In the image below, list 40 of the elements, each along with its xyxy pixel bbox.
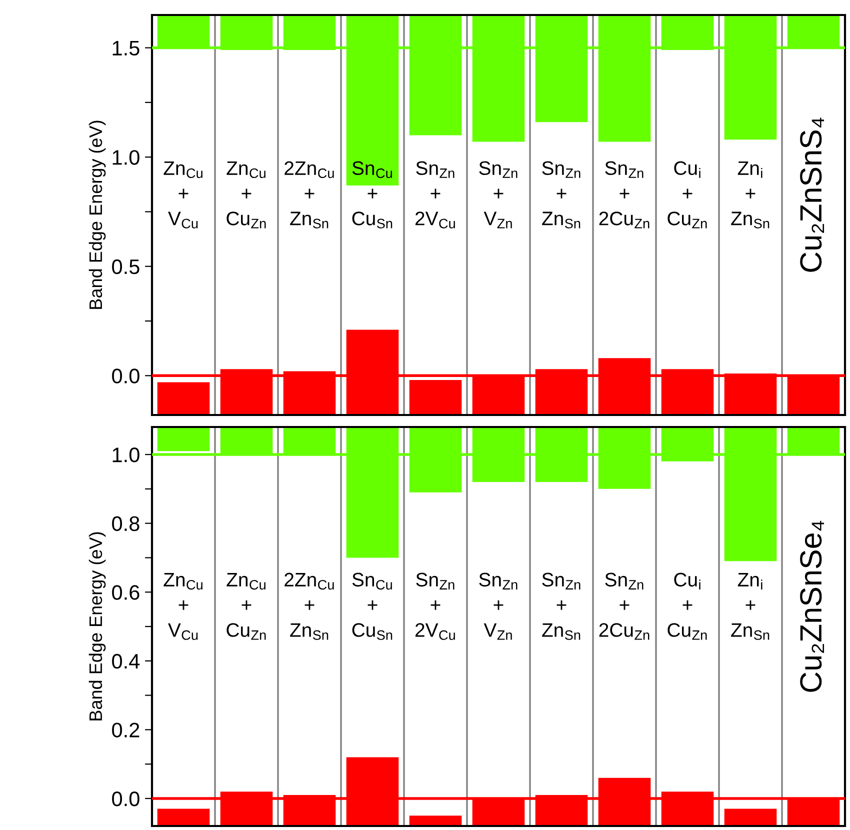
y-tick-label: 0.8 (112, 516, 140, 532)
bar (724, 808, 777, 826)
y-tick-label: 0.0 (112, 368, 140, 384)
category-label: Sn$_{Zn}$ + 2V$_{Cu}$ (415, 572, 455, 640)
category-label: Cu₂ZnSnSe₄ (800, 520, 824, 692)
category-label: Sn$_{Zn}$ + Zn$_{Sn}$ (542, 161, 580, 228)
category-label: Sn$_{Zn}$ + V$_{Zn}$ (479, 572, 518, 640)
category-label: Zn$_{Cu}$ + Cu$_{Zn}$ (226, 161, 266, 228)
category-label: Cu$_{i}$ + Cu$_{Zn}$ (668, 572, 707, 640)
category-label: Cu₂ZnSnS₄ (800, 118, 824, 272)
bar (157, 808, 210, 826)
y-tick-label: 0.4 (112, 654, 140, 669)
y-tick-label: 0.0 (112, 791, 140, 806)
bar (157, 382, 210, 415)
category-label: Sn$_{Zn}$ + Zn$_{Sn}$ (542, 572, 580, 640)
y-tick-label: 1.0 (112, 448, 140, 462)
bar (157, 427, 210, 452)
y-axis-title: Band Edge Energy (eV) (88, 120, 106, 309)
category-label: Zn$_{Cu}$ + Cu$_{Zn}$ (226, 572, 266, 640)
bar (409, 380, 462, 415)
y-tick-label: 1.0 (112, 150, 140, 165)
y-axis-title: Band Edge Energy (eV) (88, 532, 106, 720)
category-label: 2Zn$_{Cu}$ + Zn$_{Sn}$ (284, 161, 334, 228)
category-label: Sn$_{Cu}$ + Cu$_{Sn}$ (352, 161, 392, 228)
category-label: Sn$_{Zn}$ + 2Cu$_{Zn}$ (599, 572, 650, 640)
y-tick-label: 1.5 (112, 41, 140, 56)
category-label: Cu$_{i}$ + Cu$_{Zn}$ (668, 161, 707, 228)
category-label: 2Zn$_{Cu}$ + Zn$_{Sn}$ (284, 572, 334, 640)
y-tick-label: 0.5 (112, 259, 140, 274)
category-label: Sn$_{Zn}$ + 2Cu$_{Zn}$ (599, 161, 650, 228)
category-label: Zn$_{Cu}$ + V$_{Cu}$ (164, 572, 202, 640)
y-tick-label: 0.2 (112, 722, 140, 738)
bar (409, 816, 462, 826)
category-label: Sn$_{Zn}$ + 2V$_{Cu}$ (415, 161, 455, 228)
category-label: Sn$_{Cu}$ + Cu$_{Sn}$ (352, 572, 392, 640)
category-label: Zn$_{i}$ + Zn$_{Sn}$ (731, 161, 770, 228)
category-label: Sn$_{Zn}$ + V$_{Zn}$ (479, 161, 518, 228)
y-tick-label: 0.6 (112, 585, 140, 600)
category-label: Zn$_{Cu}$ + V$_{Cu}$ (164, 161, 202, 228)
category-label: Zn$_{i}$ + Zn$_{Sn}$ (731, 572, 770, 640)
